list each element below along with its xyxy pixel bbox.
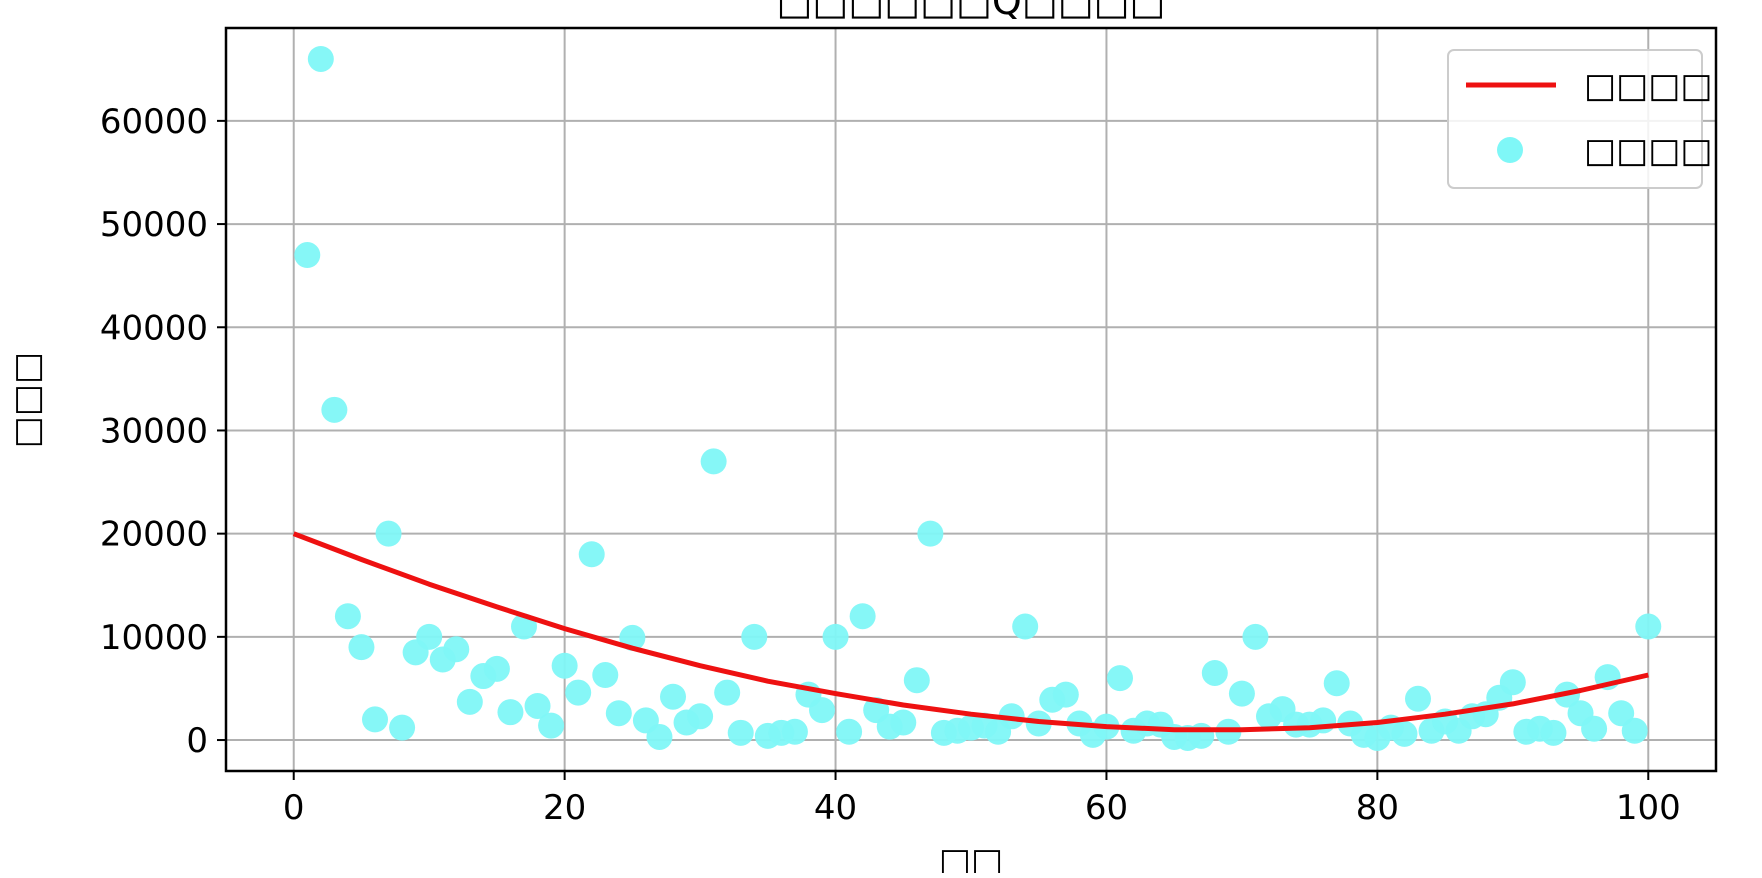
data-point — [1635, 613, 1662, 640]
data-point — [1201, 659, 1228, 686]
data-point — [348, 634, 375, 661]
data-point — [700, 448, 727, 475]
data-point — [1012, 613, 1039, 640]
data-point — [551, 652, 578, 679]
data-point — [1228, 680, 1255, 707]
y-tick-label: 0 — [186, 721, 208, 761]
x-tick-label: 100 — [1616, 788, 1681, 828]
x-tick-label: 20 — [543, 788, 586, 828]
data-point — [605, 700, 632, 727]
data-point — [1621, 717, 1648, 744]
y-axis-title: □□□ — [7, 352, 47, 448]
legend-marker-swatch — [1497, 137, 1523, 163]
legend-label-line: □□□□ — [1584, 66, 1713, 106]
data-point — [741, 623, 768, 650]
data-point — [809, 697, 835, 724]
y-tick-label: 50000 — [100, 205, 208, 245]
data-point — [389, 714, 416, 741]
data-point — [524, 692, 551, 719]
data-point — [1608, 700, 1635, 727]
data-point — [321, 396, 348, 423]
x-axis-ticks: 0 20 40 60 80 100 — [283, 771, 1681, 828]
legend-label-points: □□□□ — [1584, 131, 1713, 171]
data-point — [497, 699, 524, 726]
y-axis-ticks: 0 10000 20000 30000 40000 50000 60000 — [100, 102, 226, 761]
data-point — [917, 520, 944, 547]
plot-frame — [224, 26, 1718, 773]
data-point — [1052, 681, 1079, 708]
data-point — [1391, 720, 1418, 747]
data-point — [1499, 669, 1526, 696]
data-point — [1242, 623, 1269, 650]
data-point — [375, 520, 402, 547]
data-point — [646, 723, 673, 750]
data-point — [660, 683, 686, 710]
data-point — [483, 655, 510, 682]
y-tick-label: 60000 — [100, 102, 208, 142]
data-point — [890, 709, 917, 736]
data-point — [334, 603, 361, 630]
data-point — [714, 679, 741, 706]
data-point — [307, 45, 334, 72]
data-point — [1540, 719, 1567, 746]
data-point — [416, 623, 443, 650]
data-point — [565, 679, 592, 706]
y-tick-label: 10000 — [100, 618, 208, 658]
fit-line — [292, 531, 1649, 733]
legend: □□□□ □□□□ — [1447, 49, 1713, 189]
chart-title: □□□□□□Q□□□□ — [777, 0, 1166, 23]
x-tick-label: 40 — [814, 788, 857, 828]
data-point — [1107, 665, 1133, 692]
data-point — [1188, 722, 1215, 749]
data-point — [727, 719, 754, 746]
data-point — [687, 703, 714, 730]
x-axis-title: □□ — [939, 841, 1003, 873]
data-point — [1405, 685, 1431, 712]
data-point — [443, 636, 470, 663]
data-point — [1581, 715, 1608, 742]
data-point — [1323, 670, 1350, 697]
data-point — [362, 706, 388, 733]
data-point — [538, 712, 565, 739]
data-point — [592, 662, 619, 689]
fit-line-layer — [292, 531, 1649, 733]
data-point — [578, 541, 605, 568]
x-tick-label: 0 — [283, 788, 305, 828]
y-tick-label: 20000 — [100, 515, 208, 555]
data-point — [903, 667, 930, 694]
data-point — [456, 688, 483, 715]
data-point — [781, 718, 808, 745]
data-point — [836, 718, 863, 745]
data-point — [849, 603, 876, 630]
x-tick-label: 60 — [1085, 788, 1128, 828]
x-tick-label: 80 — [1356, 788, 1399, 828]
y-tick-label: 40000 — [100, 308, 208, 348]
data-point — [294, 242, 321, 269]
y-tick-label: 30000 — [100, 411, 208, 451]
data-point — [822, 623, 849, 650]
